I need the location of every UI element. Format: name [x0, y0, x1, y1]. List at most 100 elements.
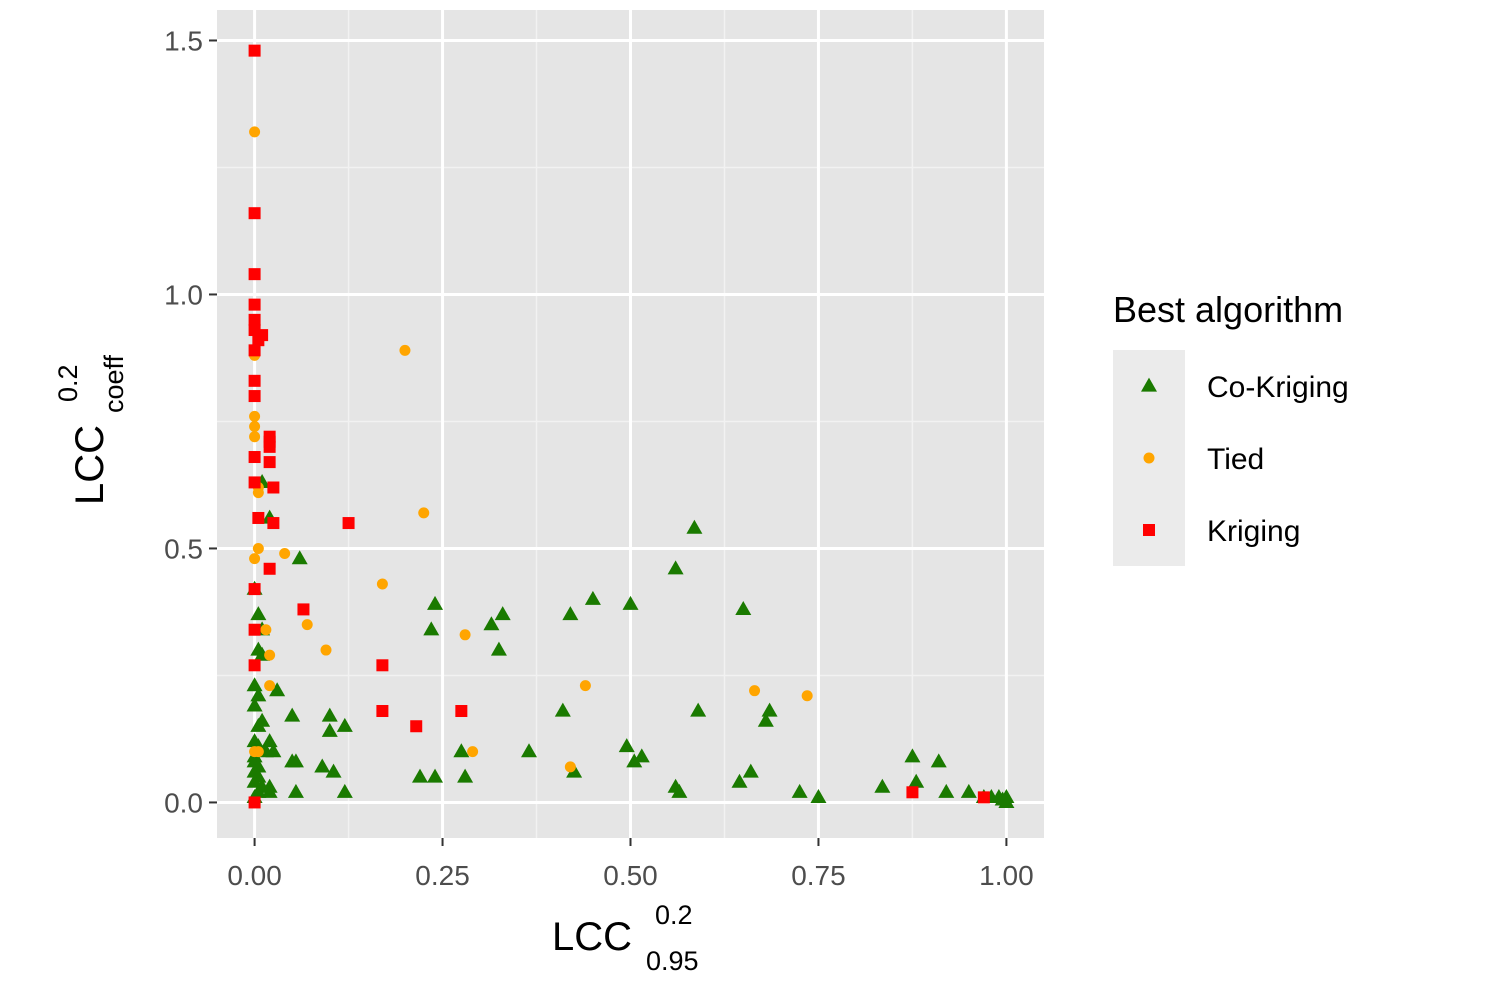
kriging-point — [342, 517, 355, 530]
kriging-point — [248, 659, 261, 672]
co-kriging-point — [321, 707, 338, 722]
kriging-point — [248, 390, 261, 403]
tied-point — [399, 344, 411, 356]
tied-point — [418, 507, 430, 519]
co-kriging-point — [250, 717, 267, 732]
kriging-point — [248, 268, 261, 281]
co-kriging-point — [667, 560, 684, 575]
kriging-point — [248, 583, 261, 596]
kriging-point — [376, 705, 389, 718]
legend-label-co-kriging: Co-Kriging — [1207, 371, 1349, 404]
co-kriging-point — [633, 748, 650, 763]
kriging-point — [410, 720, 423, 733]
co-kriging-point — [626, 753, 643, 768]
co-kriging-point — [246, 697, 263, 712]
co-kriging-point — [938, 783, 955, 798]
co-kriging-point — [336, 783, 353, 798]
kriging-point — [267, 481, 280, 494]
kriging-point — [263, 440, 276, 453]
tied-point — [260, 624, 272, 636]
y-axis-title-base: LCC — [68, 425, 112, 505]
tied-point — [279, 548, 291, 560]
co-kriging-point — [562, 606, 579, 621]
y-tick-label: 1.5 — [164, 25, 203, 56]
legend-title: Best algorithm — [1113, 289, 1343, 330]
co-kriging-point — [411, 768, 428, 783]
co-kriging-point — [265, 743, 282, 758]
co-kriging-point — [494, 606, 511, 621]
tied-point — [467, 746, 479, 758]
y-tick-label: 1.0 — [164, 279, 203, 310]
tied-point — [252, 746, 264, 758]
tied-point — [249, 431, 261, 443]
kriging-point — [248, 207, 261, 220]
y-axis-title-sub: coeff — [99, 354, 129, 413]
tied-point — [249, 410, 261, 422]
co-kriging-point — [261, 783, 278, 798]
co-kriging-point — [423, 621, 440, 636]
co-kriging-point — [904, 748, 921, 763]
x-axis-title: LCC 0.2 0.95 — [552, 889, 704, 976]
x-tick-label: 0.25 — [415, 860, 470, 891]
tied-point — [376, 578, 388, 590]
tied-point — [252, 487, 264, 499]
co-kriging-point — [287, 753, 304, 768]
tied-point — [249, 421, 261, 433]
tied-point — [252, 542, 264, 554]
co-kriging-point — [246, 773, 263, 788]
x-tick-label: 1.00 — [979, 860, 1034, 891]
tied-point — [249, 553, 261, 565]
co-kriging-point — [284, 707, 301, 722]
co-kriging-point — [671, 783, 688, 798]
co-kriging-point — [336, 717, 353, 732]
co-kriging-point — [453, 743, 470, 758]
tied-point — [264, 680, 276, 692]
x-tick-label: 0.50 — [603, 860, 658, 891]
co-kriging-point — [287, 783, 304, 798]
co-kriging-point — [998, 794, 1015, 809]
kriging-point — [263, 562, 276, 575]
y-axis: 0.0 0.5 1.0 1.5 — [164, 25, 217, 818]
co-kriging-point — [261, 733, 278, 748]
co-kriging-point — [325, 763, 342, 778]
kriging-point — [248, 44, 261, 57]
kriging-point — [248, 313, 261, 326]
kriging-point — [977, 791, 990, 804]
co-kriging-point — [930, 753, 947, 768]
co-kriging-point — [490, 641, 507, 656]
co-kriging-point — [521, 743, 538, 758]
co-kriging-point — [427, 595, 444, 610]
co-kriging-point — [291, 550, 308, 565]
co-kriging-point — [622, 595, 639, 610]
y-axis-title-sup: 0.2 — [53, 364, 83, 402]
co-kriging-point — [735, 601, 752, 616]
tied-point — [564, 761, 576, 773]
legend-key-tied — [1143, 452, 1155, 464]
tied-point — [459, 629, 471, 641]
x-tick-label: 0.75 — [791, 860, 846, 891]
kriging-point — [248, 451, 261, 464]
y-tick-label: 0.5 — [164, 533, 203, 564]
co-kriging-point — [686, 519, 703, 534]
tied-point — [249, 126, 261, 138]
kriging-point — [263, 456, 276, 469]
x-axis-title-base: LCC — [552, 915, 632, 959]
co-kriging-point — [250, 606, 267, 621]
co-kriging-point — [269, 682, 286, 697]
co-kriging-point — [960, 783, 977, 798]
kriging-point — [376, 659, 389, 672]
x-axis-title-sup: 0.2 — [655, 900, 693, 930]
co-kriging-point — [618, 738, 635, 753]
kriging-point — [248, 476, 261, 489]
tied-point — [320, 644, 332, 656]
co-kriging-point — [246, 677, 263, 692]
co-kriging-point — [250, 687, 267, 702]
legend-label-kriging: Kriging — [1207, 515, 1300, 548]
tied-point — [579, 680, 591, 692]
co-kriging-point — [690, 702, 707, 717]
co-kriging-point — [321, 722, 338, 737]
kriging-point — [252, 511, 265, 524]
co-kriging-point — [757, 712, 774, 727]
data-points — [246, 44, 1015, 809]
